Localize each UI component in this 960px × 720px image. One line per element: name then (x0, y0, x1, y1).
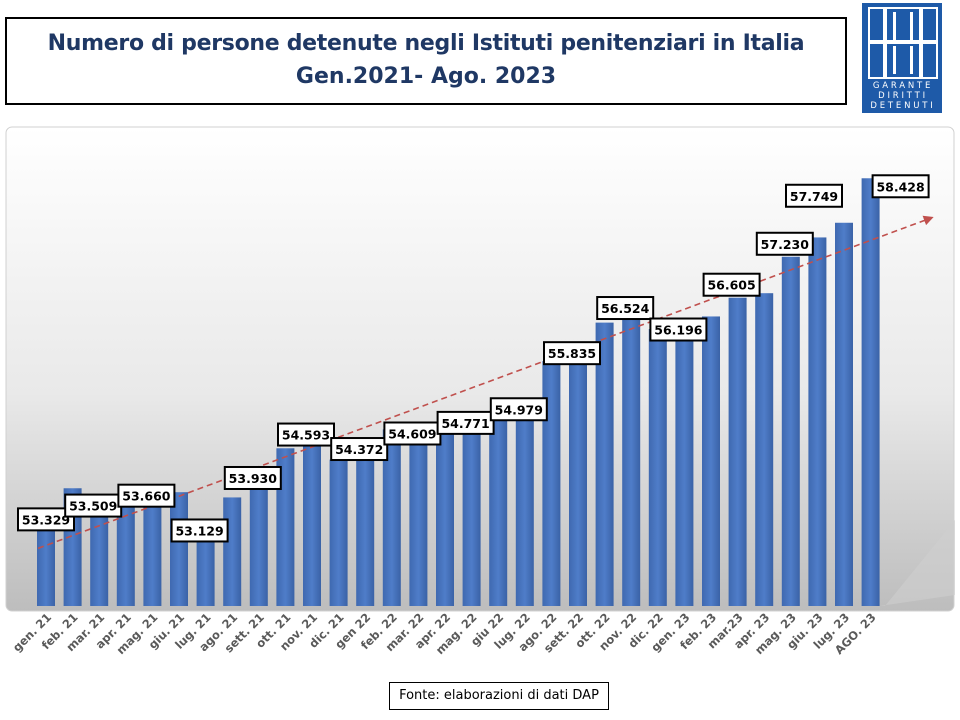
bar-gen-22 (356, 444, 375, 606)
data-label: 53.329 (17, 507, 75, 532)
data-label: 53.509 (64, 493, 123, 518)
bar-feb-23 (702, 316, 720, 606)
bar-sett-22 (569, 348, 587, 606)
bar-mar-23 (728, 297, 747, 606)
data-label-box (277, 422, 335, 447)
data-label-box (871, 174, 930, 199)
data-label: 57.749 (785, 183, 843, 208)
data-label: 54.609 (383, 421, 442, 446)
bar-mag-22 (462, 417, 481, 606)
data-label-text: 53.329 (22, 512, 70, 527)
logo-text-line2: DIRITTI (878, 91, 928, 101)
bar-gen-21 (37, 512, 55, 606)
data-label: 56.524 (596, 296, 655, 321)
data-label-box (755, 231, 814, 256)
data-label: 56.196 (649, 317, 708, 342)
data-label-text: 56.524 (601, 301, 650, 316)
data-label-box (785, 183, 843, 208)
data-label: 54.372 (330, 437, 389, 462)
bar-ott-22 (595, 322, 614, 606)
bar-feb-22 (382, 429, 401, 606)
bar-mag-21 (143, 490, 162, 606)
bar-giu-23 (808, 237, 827, 606)
data-label-text: 53.930 (229, 471, 278, 486)
data-label: 54.979 (489, 397, 548, 422)
logo-mark-icon (868, 7, 938, 79)
data-label-box (702, 272, 761, 297)
data-label-text: 55.835 (548, 346, 596, 361)
data-label: 54.771 (436, 410, 495, 435)
bar-apr-23 (755, 293, 774, 606)
bar-lug-21 (196, 525, 215, 606)
data-label-text: 54.609 (388, 426, 436, 441)
data-label-text: 53.509 (69, 499, 117, 514)
data-label-text: 57.749 (790, 189, 838, 204)
data-label-text: 58.428 (876, 179, 924, 194)
data-label-text: 54.771 (441, 416, 489, 431)
logo-text-line1: GARANTE (872, 81, 934, 91)
trend-line (37, 215, 934, 550)
data-label-text: 57.230 (761, 237, 810, 252)
data-label-box (436, 410, 495, 435)
bar-dic-21 (329, 459, 348, 606)
data-label-box (17, 507, 75, 532)
bar-giu-21 (170, 492, 188, 606)
garante-logo: GARANTE DIRITTI DETENUTI (862, 3, 942, 113)
bar-apr-21 (116, 496, 135, 606)
data-label-box (170, 518, 229, 543)
data-label-text: 54.593 (282, 428, 330, 443)
data-label-box (223, 465, 282, 490)
bar-nov-21 (303, 429, 321, 606)
data-label-box (649, 317, 708, 342)
bar-mar-22 (409, 428, 428, 606)
bar-ago-21 (223, 497, 242, 606)
bar-lug-23 (835, 222, 853, 606)
chart-title-box: Numero di persone detenute negli Istitut… (5, 17, 847, 105)
bar-dic-22 (648, 329, 667, 606)
bar-nov-22 (622, 303, 641, 606)
bar-giu-22 (489, 413, 508, 606)
data-label: 53.930 (223, 465, 282, 490)
data-label-text: 56.196 (654, 323, 703, 338)
data-label: 58.428 (871, 174, 930, 199)
data-label-text: 56.605 (707, 278, 755, 293)
chart-area: 53.329 53.509 53.660 53.129 53.930 54.593 54.3… (0, 125, 960, 675)
bar-gen-23 (675, 324, 694, 606)
data-label: 53.660 (117, 483, 176, 508)
chart-subtitle: Gen.2021- Ago. 2023 (295, 64, 557, 89)
bar-AGO-23 (861, 178, 880, 607)
data-label-text: 53.660 (122, 489, 171, 504)
data-label-text: 54.372 (335, 442, 383, 457)
bar-mag-23 (781, 256, 800, 606)
data-label-box (596, 296, 655, 321)
data-label-box (117, 483, 176, 508)
logo-text-line3: DETENUTI (870, 101, 936, 111)
data-label-box (330, 437, 389, 462)
bar-lug-22 (515, 404, 534, 606)
data-label-box (489, 397, 548, 422)
chart-title: Numero di persone detenute negli Istitut… (47, 31, 805, 56)
data-label-text: 54.979 (495, 402, 543, 417)
data-label-box (543, 341, 601, 366)
data-label: 57.230 (755, 231, 814, 256)
data-label: 55.835 (543, 341, 601, 366)
bar-sett-21 (249, 472, 268, 606)
bar-apr-22 (436, 429, 454, 606)
data-label: 53.129 (170, 518, 229, 543)
source-note: Fonte: elaborazioni di dati DAP (389, 682, 609, 710)
bar-ago-22 (542, 361, 561, 606)
data-label-text: 53.129 (175, 523, 223, 538)
data-label: 54.593 (277, 422, 335, 447)
data-label: 56.605 (702, 272, 761, 297)
